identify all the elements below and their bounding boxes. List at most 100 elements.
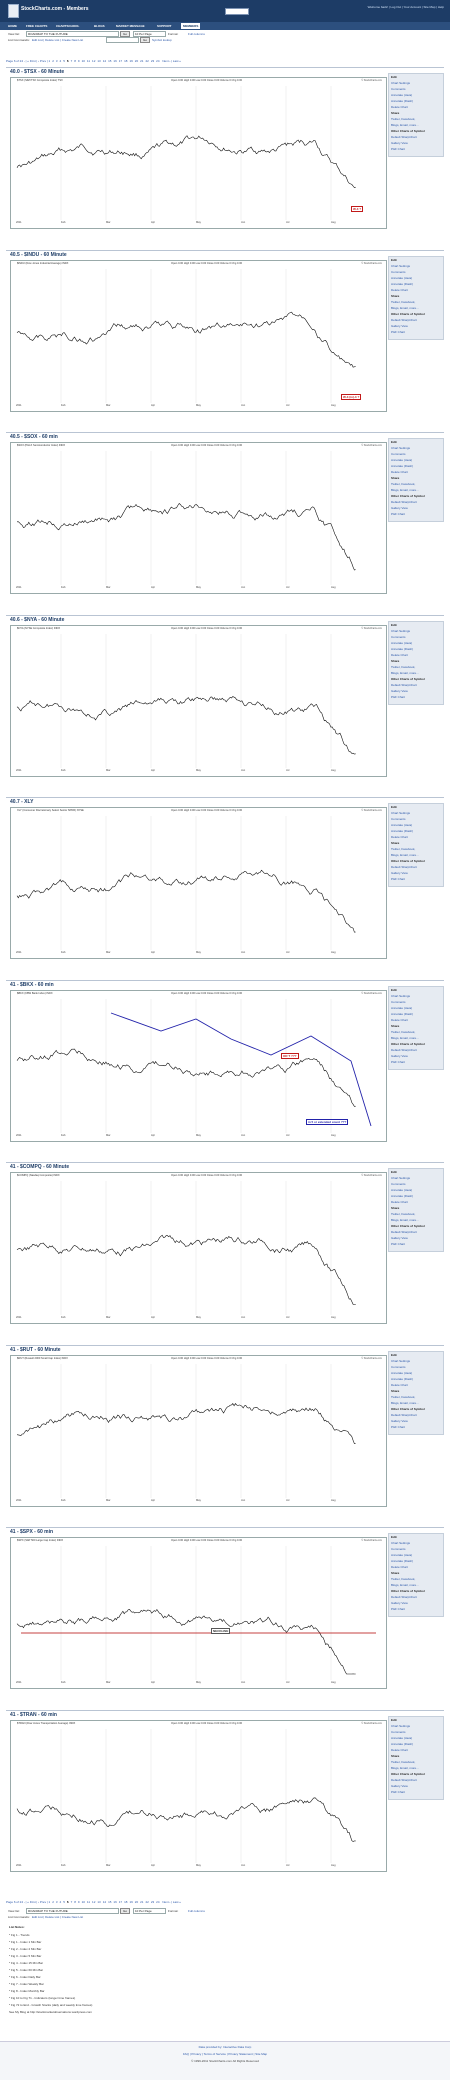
sidebar-action-link[interactable]: Comments [391,1547,406,1551]
sidebar-action-link[interactable]: P&F Chart [391,695,406,699]
sidebar-action-link[interactable]: Annotate (Flash) [391,99,414,103]
chart-image[interactable]: $COMPQ (Nasdaq Composite) INDX Open 0.00 … [10,1172,387,1324]
page-link[interactable]: 19 [129,1900,133,1904]
sidebar-action-link[interactable]: Default SharpChart [391,135,417,139]
sidebar-action-link[interactable]: Annotate (Java) [391,641,413,645]
sidebar-action-link[interactable]: Annotate (Flash) [391,1742,414,1746]
logo-icon[interactable] [8,4,19,18]
sidebar-action-link[interactable]: Chart Settings [391,446,411,450]
page-link[interactable]: 8 [74,59,76,63]
chart-title[interactable]: 41 - $SPX - 60 min [10,1529,54,1535]
sidebar-action-link[interactable]: Annotate (Flash) [391,464,414,468]
go-button[interactable]: Go [120,31,130,37]
sidebar-action-link[interactable]: Chart Settings [391,1724,411,1728]
sidebar-action-link[interactable]: Annotate (Flash) [391,1194,414,1198]
pagination-suffix[interactable]: Next › | Last » [162,59,181,63]
sidebar-action-link[interactable]: Comments [391,817,406,821]
page-link[interactable]: 12 [92,1900,96,1904]
sidebar-action-link[interactable]: Blogs, Email, more... [391,671,419,675]
symbol-lookup-link[interactable]: Symbol lookup [152,38,172,42]
sidebar-action-link[interactable]: Annotate (Java) [391,93,413,97]
page-link[interactable]: 13 [97,59,101,63]
go-button[interactable]: Go [120,1908,130,1914]
page-link[interactable]: 3 [55,59,58,63]
sidebar-action-link[interactable]: Gallery View [391,689,408,693]
page-link[interactable]: 9 [77,1900,80,1904]
page-link[interactable]: 9 [77,59,80,63]
sidebar-action-link[interactable]: Twitter, Facebook, [391,1030,416,1034]
sidebar-action-link[interactable]: Annotate (Flash) [391,829,414,833]
sidebar-action-link[interactable]: Delete Chart [391,470,408,474]
list-select[interactable]: ROADMAP TO THE FUTURE [26,1908,119,1914]
sidebar-action-link[interactable]: Delete Chart [391,1748,408,1752]
footer-data-provider[interactable]: Data provided by: Interactive Data Corp [198,2045,252,2049]
chart-title[interactable]: 41 - $COMPQ - 60 Minute [10,1164,70,1170]
sidebar-action-link[interactable]: P&F Chart [391,147,406,151]
pagination-pages[interactable]: 1 2 3 4 5 6 7 8 9 10 11 12 13 14 15 16 17 18 19 20 21 22 23 24 [49,59,162,63]
page-link[interactable]: 21 [140,59,144,63]
sidebar-action-link[interactable]: Comments [391,1182,406,1186]
sidebar-action-link[interactable]: Comments [391,635,406,639]
sidebar-action-link[interactable]: Gallery View [391,324,408,328]
list-commands-links[interactable]: Edit List | Delete List | Create New Lis… [32,1915,84,1919]
page-link[interactable]: 10 [81,59,85,63]
page-link[interactable]: 18 [124,1900,128,1904]
sidebar-action-link[interactable]: Gallery View [391,1419,408,1423]
page-link[interactable]: 7 [70,59,73,63]
page-link[interactable]: 4 [59,59,62,63]
sidebar-action-link[interactable]: Comments [391,270,406,274]
page-link[interactable]: 2 [52,1900,54,1904]
sidebar-action-link[interactable]: Gallery View [391,1054,408,1058]
nav-blogs[interactable]: BLOGS [94,24,105,28]
nav-market-message[interactable]: MARKET MESSAGE [116,24,145,28]
sidebar-action-link[interactable]: P&F Chart [391,1060,406,1064]
page-link[interactable]: 24 [156,59,160,63]
sidebar-action-link[interactable]: Default SharpChart [391,1048,417,1052]
full-columns-link[interactable]: Full columns [188,32,205,36]
account-links[interactable]: Welcome back! | Log Out | Your Account |… [367,5,444,9]
sidebar-action-link[interactable]: Annotate (Java) [391,823,413,827]
header-search-input[interactable] [225,8,249,15]
page-link[interactable]: 23 [150,1900,155,1904]
page-link[interactable]: 11 [86,1900,91,1904]
sidebar-action-link[interactable]: Chart Settings [391,811,411,815]
page-link[interactable]: 20 [134,59,139,63]
sidebar-action-link[interactable]: P&F Chart [391,1425,406,1429]
sidebar-action-link[interactable]: Annotate (Java) [391,1553,413,1557]
page-link[interactable]: 8 [74,1900,76,1904]
chart-title[interactable]: 41 - $TRAN - 60 min [10,1712,57,1718]
sidebar-action-link[interactable]: Default SharpChart [391,1778,417,1782]
page-link[interactable]: 19 [129,59,133,63]
sidebar-action-link[interactable]: Chart Settings [391,1541,411,1545]
list-select[interactable]: ROADMAP TO THE FUTURE [26,31,119,37]
note-item[interactable]: See My Blog at http://stockmarketobserva… [9,2010,93,2014]
nav-chartschool[interactable]: CHARTSCHOOL [56,24,80,28]
pagination-prefix[interactable]: Page 6 of 24 - | « First | ‹ Prev | [6,59,48,63]
sidebar-action-link[interactable]: Annotate (Java) [391,458,413,462]
sidebar-action-link[interactable]: Delete Chart [391,1383,408,1387]
sidebar-action-link[interactable]: Comments [391,87,406,91]
sidebar-action-link[interactable]: Twitter, Facebook, [391,117,416,121]
page-link[interactable]: 16 [113,59,117,63]
chart-image[interactable]: XLY (Consumer Discretionary Select Secto… [10,807,387,959]
sidebar-action-link[interactable]: Annotate (Java) [391,1188,413,1192]
sidebar-action-link[interactable]: Twitter, Facebook, [391,1395,416,1399]
chart-image[interactable]: $RUT (Russell 2000 Small Cap Index) INDX… [10,1355,387,1507]
sidebar-action-link[interactable]: Twitter, Facebook, [391,1577,416,1581]
sidebar-action-link[interactable]: Annotate (Flash) [391,647,414,651]
sidebar-action-link[interactable]: Chart Settings [391,81,411,85]
page-link[interactable]: 3 [55,1900,58,1904]
page-link[interactable]: 6 [66,59,69,63]
list-commands-links[interactable]: Edit List | Delete List | Create New Lis… [32,38,84,42]
pagination-pages[interactable]: 1 2 3 4 5 6 7 8 9 10 11 12 13 14 15 16 17 18 19 20 21 22 23 24 [49,1900,162,1904]
page-link[interactable]: 2 [52,59,54,63]
page-link[interactable]: 22 [145,1900,149,1904]
sidebar-action-link[interactable]: Chart Settings [391,1176,411,1180]
nav-members[interactable]: MEMBERS [181,23,201,29]
sidebar-action-link[interactable]: Twitter, Facebook, [391,665,416,669]
sidebar-action-link[interactable]: Default SharpChart [391,1595,417,1599]
page-link[interactable]: 20 [134,1900,139,1904]
nav-support[interactable]: SUPPORT [157,24,172,28]
sidebar-action-link[interactable]: Twitter, Facebook, [391,482,416,486]
sidebar-action-link[interactable]: P&F Chart [391,1242,406,1246]
